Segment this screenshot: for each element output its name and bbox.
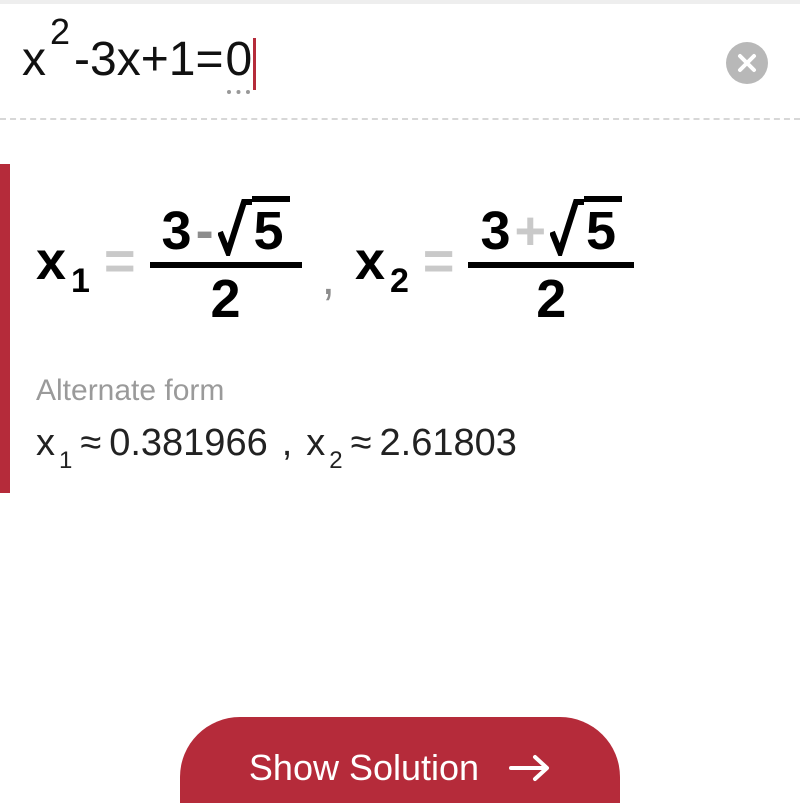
denominator-2: 2 <box>524 268 578 330</box>
denominator-1: 2 <box>199 268 253 330</box>
text-cursor <box>253 38 256 90</box>
solution-var-1: x <box>36 230 65 292</box>
solution-card: x 1 = 3 - 5 2 , x 2 = 3 + <box>0 164 800 493</box>
numerator-lead-1: 3 <box>162 204 192 258</box>
alternate-form-label: Alternate form <box>36 374 780 408</box>
equals-sign-2: = <box>423 230 455 292</box>
arrow-right-icon <box>509 753 551 783</box>
equation-input-area: x 2 -3x+1= 0 <box>0 4 800 118</box>
alt-var-1: x <box>36 422 55 465</box>
numerator-lead-2: 3 <box>480 204 510 258</box>
solution-sub-1: 1 <box>71 262 90 301</box>
alt-var-2: x <box>306 422 325 465</box>
equation-rest: -3x+1= <box>74 36 223 84</box>
plus-sign: + <box>515 204 547 258</box>
approx-sign-1: ≈ <box>80 422 101 465</box>
alternate-form-values: x 1 ≈ 0.381966 , x 2 ≈ 2.61803 <box>36 422 780 465</box>
sqrt-2: 5 <box>550 196 622 258</box>
alt-sub-2: 2 <box>329 447 342 475</box>
exact-solution-row: x 1 = 3 - 5 2 , x 2 = 3 + <box>36 192 780 330</box>
solution-var-2: x <box>355 230 384 292</box>
solution-sub-2: 2 <box>390 262 409 301</box>
radicand-1: 5 <box>252 196 290 258</box>
alt-val-1: 0.381966 <box>109 422 268 465</box>
fraction-2: 3 + 5 2 <box>468 192 634 330</box>
dashed-divider <box>0 118 800 120</box>
approx-sign-2: ≈ <box>351 422 372 465</box>
equation-last-term: 0 <box>225 36 252 84</box>
show-solution-button[interactable]: Show Solution <box>180 717 620 803</box>
equation-exponent: 2 <box>50 14 70 50</box>
solution-separator: , <box>322 251 335 306</box>
sqrt-1: 5 <box>218 196 290 258</box>
alt-comma: , <box>282 422 293 465</box>
equation-input[interactable]: x 2 -3x+1= 0 <box>22 32 778 84</box>
fraction-1: 3 - 5 2 <box>150 192 302 330</box>
equation-var: x <box>22 36 46 84</box>
alt-val-2: 2.61803 <box>380 422 517 465</box>
minus-sign: - <box>196 204 214 258</box>
show-solution-label: Show Solution <box>249 747 479 789</box>
equals-sign-1: = <box>104 230 136 292</box>
radicand-2: 5 <box>584 196 622 258</box>
alt-sub-1: 1 <box>59 447 72 475</box>
